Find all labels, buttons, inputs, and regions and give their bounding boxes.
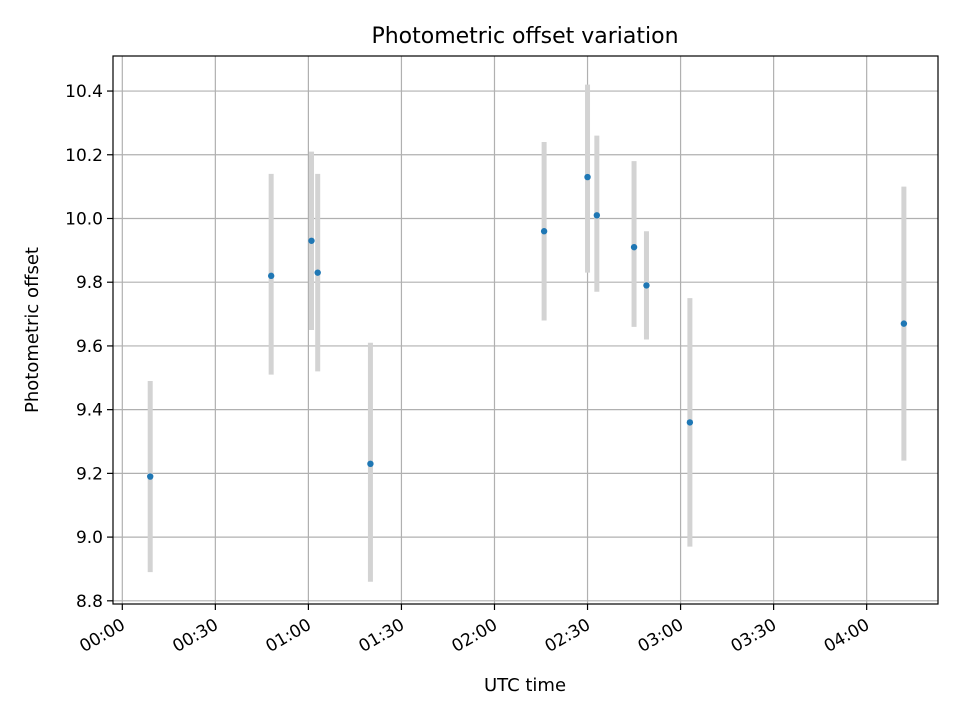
x-tick-label: 03:00 [635,615,687,657]
data-point [584,173,591,181]
x-tick-label: 04:00 [821,615,873,657]
y-tick-label: 9.2 [76,464,103,484]
data-point [686,419,694,426]
x-axis-ticks: 00:00 00:30 01:00 01:30 02:00 02:30 03:00 03:30… [76,604,873,657]
data-point [267,272,275,280]
y-tick-label: 10.2 [65,146,103,166]
data-point [643,282,650,289]
data-points [147,173,908,480]
data-point [147,473,154,480]
x-tick-label: 01:00 [262,615,314,657]
plot-area-frame [112,55,939,605]
data-point [308,237,315,244]
x-tick-label: 01:30 [356,615,408,657]
data-point [367,460,374,468]
x-axis-label: UTC time [484,675,566,696]
x-tick-label: 00:00 [76,615,128,657]
data-point [540,228,548,235]
grid-lines [113,56,938,604]
y-tick-label: 9.6 [76,337,103,357]
y-axis-label: Photometric offset [22,247,43,413]
chart-title: Photometric offset variation [371,24,678,49]
y-tick-label: 10.0 [65,209,103,229]
data-point [630,243,638,251]
x-tick-label: 03:30 [728,615,780,657]
x-tick-label: 02:00 [449,615,501,657]
x-tick-label: 00:30 [169,615,221,657]
data-point [593,212,601,219]
y-axis-ticks: 8.8 9.0 9.2 9.4 9.6 9.8 10.0 10.2 10.4 [65,82,113,612]
data-point [900,320,908,327]
error-bars [147,84,907,582]
y-tick-label: 10.4 [65,82,103,102]
y-tick-label: 9.8 [76,273,103,293]
y-tick-label: 8.8 [76,592,103,612]
y-tick-label: 9.4 [76,401,103,421]
x-tick-label: 02:30 [542,615,594,657]
data-point [314,269,321,276]
y-tick-label: 9.0 [76,528,103,548]
